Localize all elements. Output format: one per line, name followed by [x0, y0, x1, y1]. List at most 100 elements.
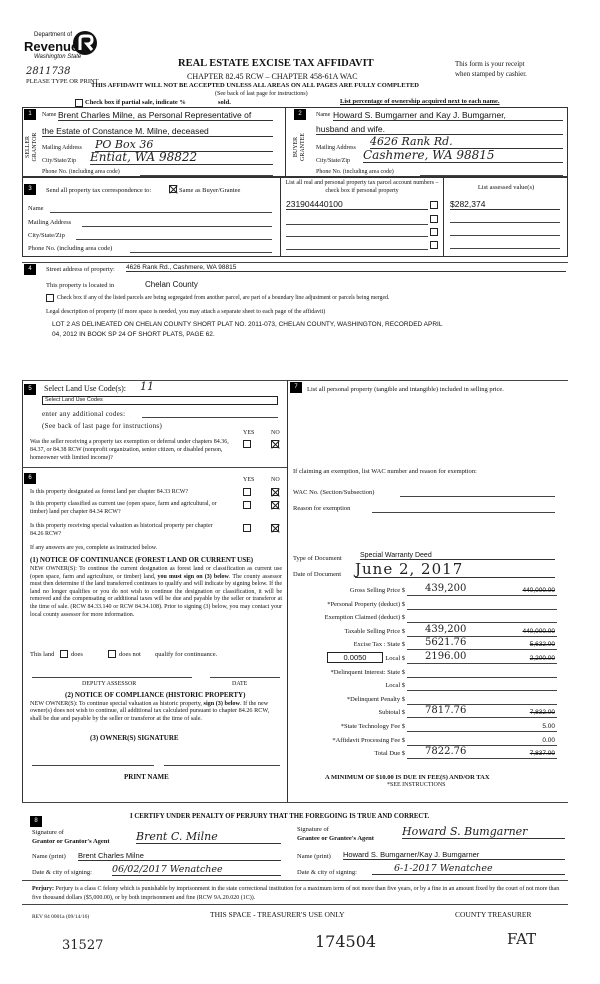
- personal-property-checkbox-3[interactable]: [430, 228, 438, 236]
- buyer-mail-field[interactable]: 4626 Rank Rd.: [370, 135, 563, 149]
- does-not-qualify-checkbox[interactable]: [108, 650, 116, 658]
- partial-sale-checkbox[interactable]: [75, 99, 83, 107]
- parcel-number-1[interactable]: 231904440100: [286, 199, 428, 210]
- grantor-signature-of: Signature of: [32, 829, 64, 836]
- form-title: REAL ESTATE EXCISE TAX AFFIDAVIT: [178, 58, 374, 69]
- seller-name-line1[interactable]: Brent Charles Milne, as Personal Represe…: [58, 110, 273, 121]
- county-field[interactable]: Chelan County: [145, 280, 198, 289]
- historic-yes-checkbox[interactable]: [243, 524, 251, 532]
- grantee-date-city[interactable]: 6-1-2017 Wenatchee: [372, 863, 565, 875]
- same-as-buyer-checkbox[interactable]: [169, 185, 177, 193]
- personal-property-label: List all personal property (tangible and…: [307, 386, 504, 393]
- fee-row-line: [407, 717, 557, 719]
- street-address-label: Street address of property:: [46, 266, 115, 273]
- fee-row-line: [407, 608, 557, 610]
- grantor-signature[interactable]: Brent C. Milne: [136, 830, 281, 844]
- fee-row-typed-value: 7,832.00: [529, 709, 555, 717]
- grantee-name-print[interactable]: Howard S. Bumgarner/Kay J. Bumgarner: [343, 850, 565, 860]
- street-address-field[interactable]: 4626 Rank Rd., Cashmere, WA 98815: [126, 264, 566, 272]
- treasurer-use-label: THIS SPACE - TREASURER'S USE ONLY: [210, 910, 345, 919]
- yes-header-5: YES: [243, 430, 255, 436]
- seller-city-field[interactable]: Entiat, WA 98822: [90, 150, 273, 165]
- fee-row-typed-value: 2,200.00: [529, 655, 555, 662]
- land-use-code-field[interactable]: 11: [140, 380, 154, 393]
- legal-description-line1[interactable]: LOT 2 AS DELINEATED ON CHELAN COUNTY SHO…: [52, 321, 443, 328]
- fee-row-label: *Personal Property (deduct) $: [327, 600, 405, 608]
- receipt-note-1: This form is your receipt: [455, 60, 525, 68]
- buyer-grantee-label: BUYER GRANTEE: [293, 133, 306, 161]
- tax-correspondence-box: [22, 177, 568, 257]
- handwritten-initials: FAT: [507, 930, 537, 948]
- see-instructions-note: *SEE INSTRUCTIONS: [387, 782, 446, 788]
- grantee-signature[interactable]: Howard S. Bumgarner: [402, 825, 565, 839]
- fee-row-line: [407, 622, 557, 624]
- assessed-value-1[interactable]: $282,374: [450, 199, 560, 210]
- fee-row-handwritten-value[interactable]: 7817.76: [425, 705, 467, 717]
- exemption-yes-checkbox[interactable]: [243, 440, 251, 448]
- personal-property-checkbox-1[interactable]: [430, 201, 438, 209]
- logo-name: Revenue: [24, 39, 79, 54]
- does-not-label: does not: [119, 651, 141, 658]
- seller-mail-label: Mailing Address: [42, 145, 82, 151]
- seller-mail-field[interactable]: PO Box 36: [95, 138, 273, 152]
- fee-row-label: *State Technology Fee $: [340, 723, 405, 730]
- section-6-number: 6: [24, 473, 36, 484]
- fee-row-label: *Delinquent Penalty $: [346, 695, 405, 703]
- section-8-number: 8: [30, 816, 42, 827]
- no-header-6: NO: [271, 477, 280, 483]
- fee-row-line: [407, 635, 557, 637]
- segregate-checkbox[interactable]: [46, 294, 54, 302]
- personal-property-checkbox-4[interactable]: [430, 241, 438, 249]
- current-use-yes-checkbox[interactable]: [243, 501, 251, 509]
- fee-row-line: [407, 690, 557, 692]
- grantor-name-print[interactable]: Brent Charles Milne: [78, 851, 281, 861]
- forest-yes-checkbox[interactable]: [243, 488, 251, 496]
- local-rate-field[interactable]: 0.0050: [327, 652, 383, 663]
- buyer-phone-label: Phone No. (including area code): [316, 169, 394, 175]
- this-land-label: This land: [30, 651, 55, 658]
- form-chapter: CHAPTER 82.45 RCW – CHAPTER 458-61A WAC: [187, 72, 358, 81]
- located-in-label: This property is located in: [46, 282, 115, 289]
- section-4-number: 4: [24, 264, 36, 275]
- historic-no-checkbox[interactable]: [271, 524, 279, 532]
- grantee-agent-label: Grantee or Grantee's Agent: [297, 835, 374, 842]
- section-5-number: 5: [24, 384, 36, 395]
- fee-row-handwritten-value[interactable]: 5621.76: [425, 637, 467, 649]
- notice-compliance-title: (2) NOTICE OF COMPLIANCE (HISTORIC PROPE…: [65, 691, 246, 699]
- fee-row-handwritten-value[interactable]: 439,200: [425, 623, 467, 635]
- document-date-field[interactable]: June 2, 2017: [355, 561, 555, 578]
- corr-mail-label: Mailing Address: [28, 219, 72, 226]
- fee-row-typed-value: 440,000.00: [522, 627, 555, 635]
- seller-name-line2[interactable]: the Estate of Constance M. Milne, deceas…: [42, 126, 273, 137]
- notice-compliance-text: NEW OWNER(S): To continue special valuat…: [30, 700, 270, 722]
- handwritten-31527: 31527: [62, 938, 104, 953]
- grantor-name-print-label: Name (print): [32, 853, 66, 860]
- fee-row-handwritten-value[interactable]: 7822.76: [425, 746, 467, 758]
- buyer-city-field[interactable]: Cashmere, WA 98815: [363, 148, 563, 163]
- notice-continuance-text: NEW OWNER(S): To continue the current de…: [30, 566, 283, 618]
- does-label: does: [71, 651, 83, 658]
- land-use-code-select[interactable]: Select Land Use Codes: [42, 396, 278, 405]
- fee-row-handwritten-value[interactable]: 439,200: [425, 583, 467, 594]
- print-name-label: PRINT NAME: [124, 773, 169, 781]
- fee-row-line: [407, 649, 557, 651]
- fee-row-label: Local $: [385, 682, 405, 690]
- does-qualify-checkbox[interactable]: [60, 650, 68, 658]
- forest-no-checkbox[interactable]: [271, 488, 279, 496]
- historic-question: Is this property receiving special valua…: [30, 523, 213, 537]
- exemption-no-checkbox[interactable]: [271, 440, 279, 448]
- section-3-number: 3: [24, 184, 36, 195]
- grantor-date-city[interactable]: 06/02/2017 Wenatchee: [112, 864, 281, 876]
- no-header-5: NO: [271, 430, 280, 436]
- corr-city-label: City/State/Zip: [28, 232, 65, 239]
- fee-row-handwritten-value[interactable]: 2196.00: [425, 651, 467, 662]
- document-type-field[interactable]: Special Warranty Deed: [360, 552, 555, 560]
- buyer-name-line1[interactable]: Howard S. Bumgarner and Kay J. Bumgarner…: [333, 110, 563, 121]
- buyer-name-line2[interactable]: husband and wife.: [316, 124, 563, 135]
- ownership-pct-note: List percentage of ownership acquired ne…: [340, 98, 500, 105]
- personal-property-checkbox-2[interactable]: [430, 215, 438, 223]
- current-use-no-checkbox[interactable]: [271, 501, 279, 509]
- additional-codes-label: enter any additional codes:: [42, 410, 126, 418]
- legal-description-line2[interactable]: 04, 2012 IN BOOK SP 24 OF SHORT PLATS, P…: [52, 331, 215, 338]
- grantee-name-print-label: Name (print): [297, 853, 331, 860]
